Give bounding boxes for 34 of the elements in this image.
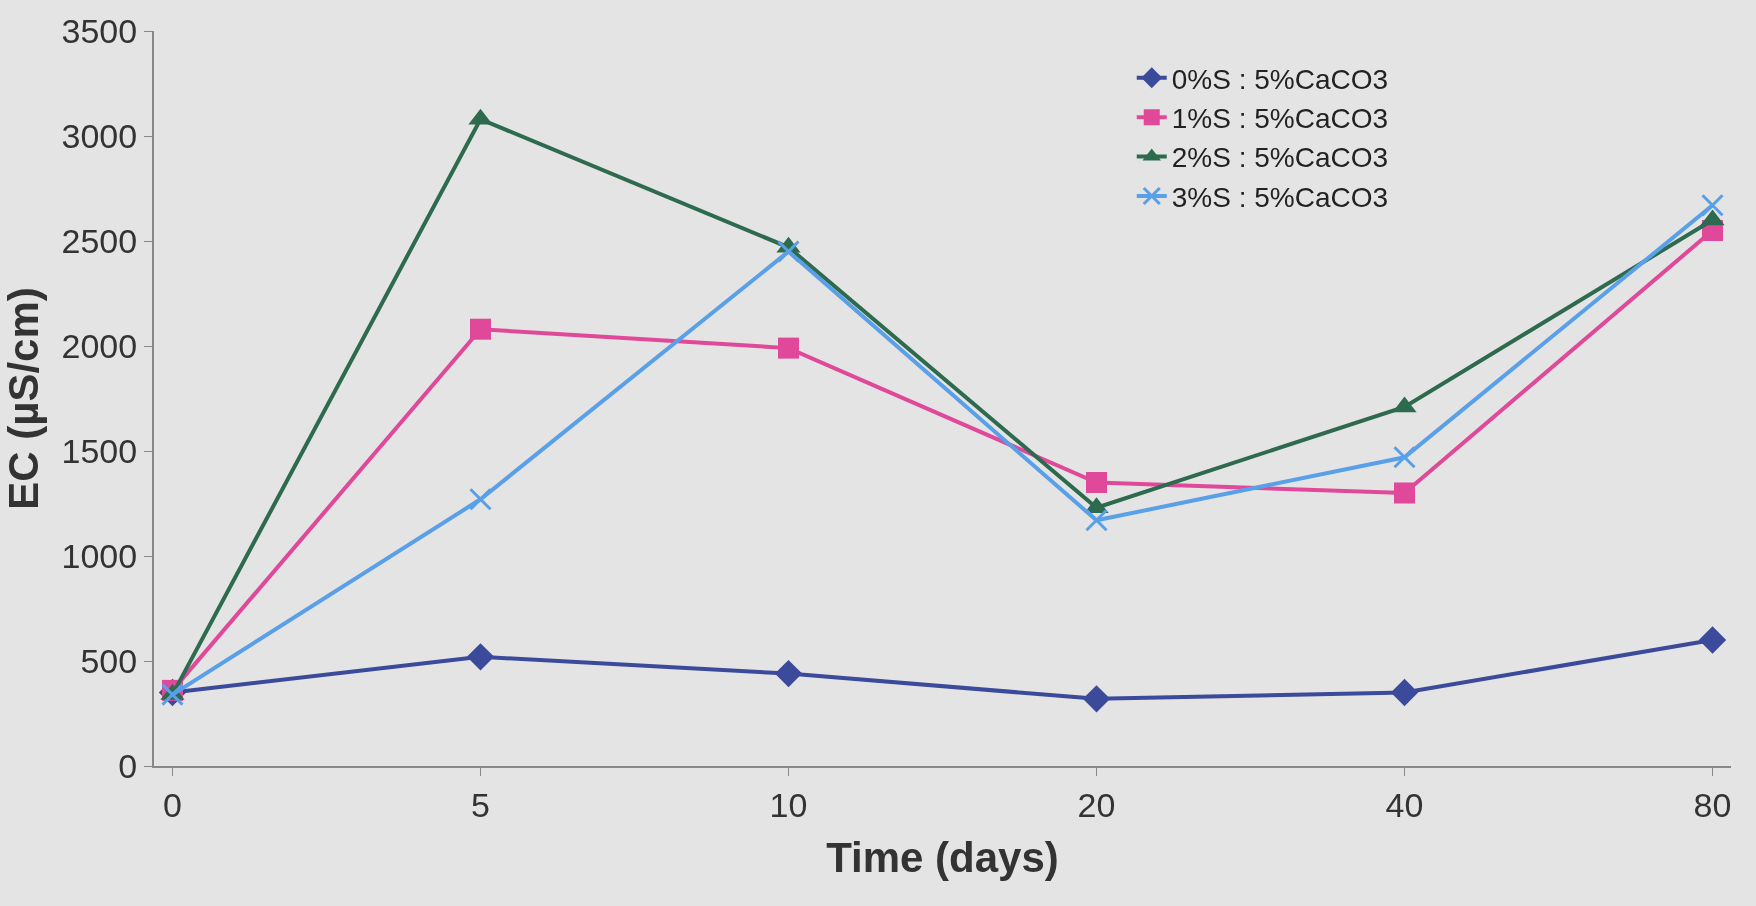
- legend-label: 2%S : 5%CaCO3: [1171, 142, 1389, 174]
- point: [1394, 482, 1416, 504]
- point: [778, 337, 799, 359]
- y-tick-label: 2000: [61, 326, 138, 365]
- point: [1393, 445, 1417, 469]
- point: [468, 487, 492, 511]
- y-axis-title: EC (µS/cm): [0, 287, 47, 510]
- point: [1698, 626, 1727, 654]
- y-tick-label: 1000: [61, 536, 138, 575]
- x-tick-label: 40: [1385, 785, 1424, 824]
- point: [1082, 685, 1111, 713]
- legend-label: 1%S : 5%CaCO3: [1171, 103, 1389, 135]
- point: [469, 318, 491, 340]
- y-tick-label: 2500: [61, 221, 138, 260]
- x-axis-title: Time (days): [826, 834, 1059, 882]
- x-tick-label: 0: [163, 785, 182, 824]
- y-tick-label: 3000: [61, 116, 138, 155]
- legend-label: 3%S : 5%CaCO3: [1171, 181, 1389, 213]
- point: [777, 240, 800, 263]
- y-tick-label: 1500: [61, 431, 138, 470]
- x-tick-label: 20: [1077, 785, 1116, 824]
- point: [466, 643, 495, 671]
- point: [1086, 472, 1107, 493]
- y-tick-label: 0: [118, 746, 138, 785]
- point: [1390, 678, 1419, 707]
- x-tick-label: 80: [1693, 785, 1732, 824]
- y-tick-label: 500: [80, 641, 138, 680]
- point: [1085, 508, 1108, 532]
- x-tick-label: 5: [471, 785, 490, 824]
- point: [1701, 193, 1725, 217]
- x-tick-label: 10: [769, 785, 808, 824]
- point: [774, 659, 803, 688]
- legend-label: 0%S : 5%CaCO3: [1171, 63, 1389, 95]
- y-tick-label: 3500: [61, 11, 138, 50]
